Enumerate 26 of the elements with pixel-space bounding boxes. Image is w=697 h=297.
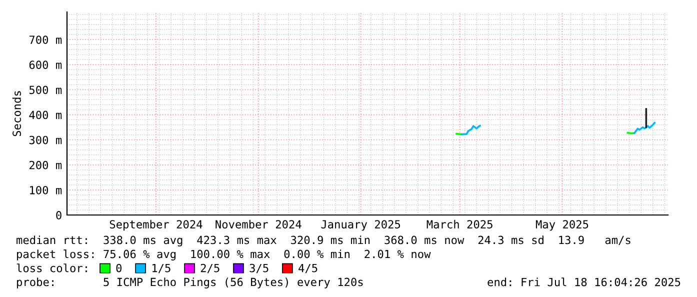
y-tick-label: 600 m xyxy=(29,60,62,70)
legend-label: 4/5 xyxy=(298,264,318,274)
y-tick-label: 200 m xyxy=(30,160,62,170)
y-tick-label: 500 m xyxy=(29,86,62,94)
x-tick-label: November 2024 xyxy=(216,220,302,229)
y-tick-label: 0 xyxy=(56,211,62,220)
text: end: Fri Jul 18 16:04:26 2025 xyxy=(488,278,680,286)
legend-title: loss color: xyxy=(16,264,87,272)
y-tick-label: 700 m xyxy=(29,36,62,44)
y-axis-title: Seconds xyxy=(12,91,21,136)
line-series xyxy=(460,124,481,136)
x-tick-label: January 2025 xyxy=(321,220,400,231)
x-tick-label: May 2025 xyxy=(536,220,588,231)
y-tick-label: 300 m xyxy=(29,136,62,144)
text: packet loss: 75.06 % avg 100.00 % max 0.00 % min 2.01 % now xyxy=(17,250,431,260)
text: probe: 5 ICMP Echo Pings (56 Bytes) every 120s xyxy=(17,278,363,288)
y-tick-label: 100 m xyxy=(30,186,62,194)
legend-label: 1/5 xyxy=(152,264,170,274)
x-tick-label: September 2024 xyxy=(110,220,202,231)
x-tick-label: March 2025 xyxy=(426,220,492,229)
legend-label: 0 xyxy=(116,264,122,272)
text: median rtt: 338.0 ms avg 423.3 ms max 320.9 ms min 368.0 ms now 24.3 ms sd 13.9 am/s xyxy=(16,236,630,246)
legend-label: 3/5 xyxy=(250,264,268,274)
line-series xyxy=(634,122,656,134)
legend-label: 2/5 xyxy=(200,264,220,274)
y-tick-label: 400 m xyxy=(29,110,62,120)
